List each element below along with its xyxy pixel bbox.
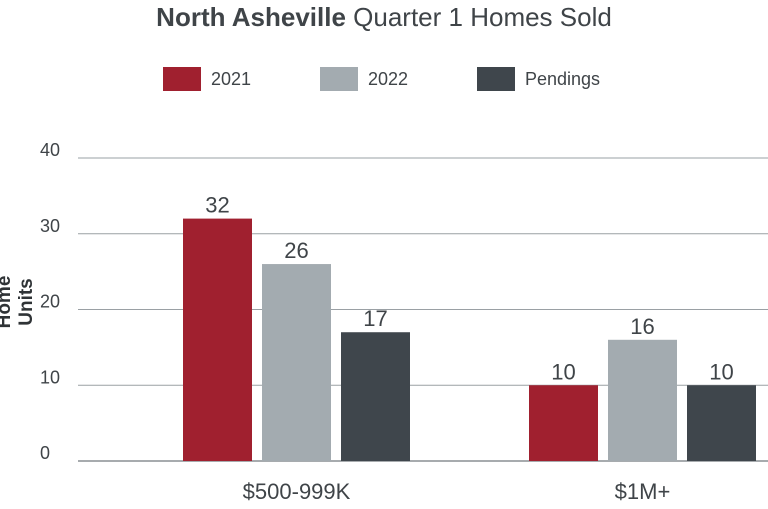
- data-label-pendings-0: 17: [363, 306, 387, 331]
- legend-item-2022: 2022: [320, 66, 408, 92]
- data-label-2021-1: 10: [551, 359, 575, 384]
- bar-pendings-0: [341, 332, 410, 461]
- legend-item-pendings: Pendings: [477, 66, 600, 92]
- chart-title-rest: Quarter 1 Homes Sold: [353, 2, 612, 32]
- y-tick-label-10: 10: [40, 367, 60, 387]
- x-tick-label-0: $500-999K: [243, 479, 351, 504]
- bar-2021-0: [183, 218, 252, 461]
- y-tick-label-30: 30: [40, 216, 60, 236]
- legend-label-pendings: Pendings: [525, 68, 601, 89]
- y-tick-label-20: 20: [40, 292, 60, 312]
- legend-swatch-2021: [163, 67, 201, 91]
- bar-2022-0: [262, 264, 331, 461]
- y-tick-label-40: 40: [40, 140, 60, 160]
- legend-swatch-pendings: [477, 67, 515, 91]
- data-label-pendings-1: 10: [709, 359, 733, 384]
- bar-2022-1: [608, 339, 677, 461]
- y-tick-label-0: 0: [40, 443, 50, 463]
- legend: 2021 2022 Pendings: [0, 66, 768, 92]
- chart-title: North Asheville Quarter 1 Homes Sold: [0, 2, 768, 33]
- x-tick-label-1: $1M+: [615, 479, 671, 504]
- data-label-2022-1: 16: [630, 314, 654, 339]
- data-label-2021-0: 32: [205, 193, 229, 218]
- legend-item-2021: 2021: [163, 66, 251, 92]
- bar-2021-1: [529, 385, 598, 461]
- data-label-2022-0: 26: [284, 238, 308, 263]
- bar-pendings-1: [687, 385, 756, 461]
- legend-label-2022: 2022: [368, 68, 409, 89]
- chart-title-bold: North Asheville: [156, 2, 346, 32]
- legend-swatch-2022: [320, 67, 358, 91]
- legend-label-2021: 2021: [211, 68, 252, 89]
